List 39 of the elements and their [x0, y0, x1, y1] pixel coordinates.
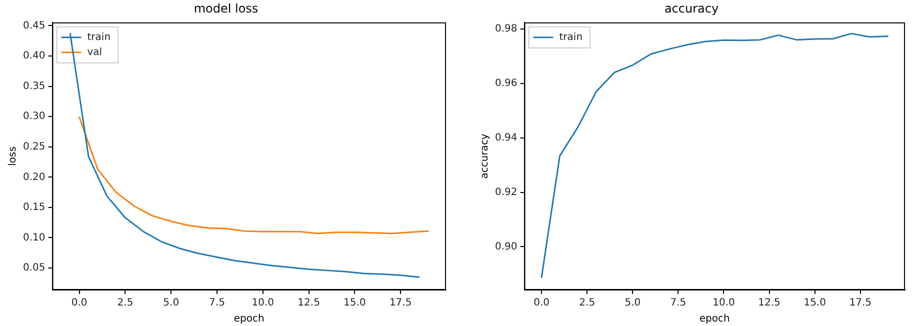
x-tick-label: 17.5 [849, 298, 872, 309]
chart-title: model loss [194, 1, 258, 16]
y-tick-label: 0.40 [23, 50, 46, 62]
y-tick-label: 0.45 [23, 20, 46, 32]
x-tick-label: 15.0 [344, 298, 366, 309]
x-tick-label: 5.0 [624, 298, 641, 309]
x-axis-title: epoch [699, 314, 730, 325]
chart-title: accuracy [664, 1, 719, 16]
y-tick-label: 0.94 [495, 132, 518, 144]
legend-label: train [559, 32, 583, 43]
y-tick-label: 0.98 [495, 24, 518, 35]
x-tick-label: 7.5 [670, 298, 686, 309]
y-tick-label: 0.10 [23, 232, 46, 244]
y-tick-label: 0.35 [23, 80, 46, 92]
x-tick-label: 0.0 [71, 298, 88, 309]
y-tick-label: 0.90 [495, 241, 518, 252]
x-tick-label: 10.0 [252, 298, 274, 309]
x-tick-label: 17.5 [389, 298, 412, 309]
y-axis-title: accuracy [480, 134, 491, 179]
y-tick-label: 0.30 [23, 111, 46, 122]
legend-label: train [87, 32, 111, 43]
y-tick-label: 0.20 [23, 172, 46, 183]
x-tick-label: 0.0 [534, 298, 550, 309]
x-tick-label: 2.5 [117, 298, 134, 309]
legend-label: val [87, 46, 102, 58]
x-axis-title: epoch [234, 314, 264, 325]
y-axis-title: loss [8, 146, 19, 166]
x-tick-label: 12.5 [758, 298, 780, 309]
x-tick-label: 5.0 [163, 298, 180, 309]
y-tick-label: 0.96 [495, 78, 518, 89]
x-tick-label: 10.0 [712, 298, 735, 309]
y-tick-label: 0.92 [495, 186, 518, 198]
x-tick-label: 12.5 [298, 298, 320, 309]
x-tick-label: 7.5 [209, 298, 225, 309]
y-tick-label: 0.05 [23, 262, 46, 274]
x-tick-label: 2.5 [579, 298, 596, 309]
y-tick-label: 0.15 [23, 202, 46, 214]
y-tick-label: 0.25 [23, 141, 46, 152]
x-tick-label: 15.0 [804, 298, 826, 309]
